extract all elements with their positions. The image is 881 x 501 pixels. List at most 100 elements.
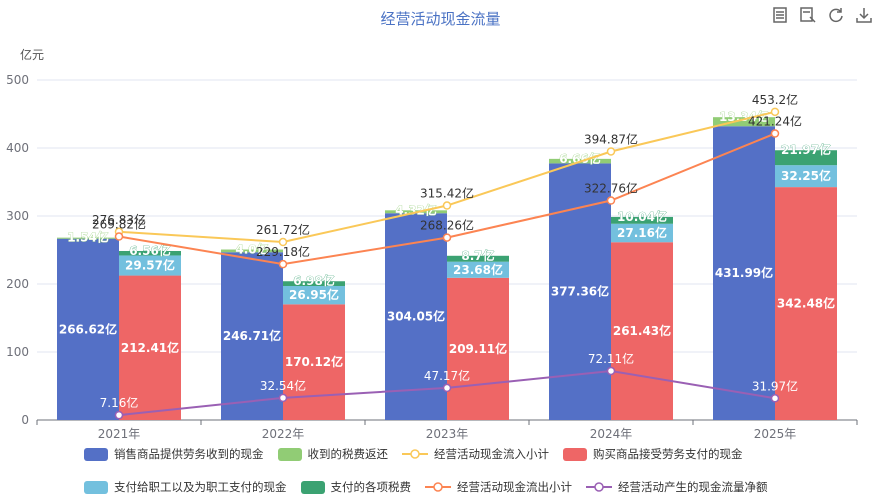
series-point-label: 47.17亿	[424, 368, 470, 383]
outflow-bar-label: 32.25亿	[781, 168, 831, 183]
series-point-label: 32.54亿	[260, 378, 306, 393]
outflow-bar	[447, 277, 509, 420]
inflow-bar-label: 304.05亿	[387, 309, 445, 324]
chart-title: 经营活动现金流量	[380, 10, 501, 28]
restore-icon[interactable]	[799, 6, 817, 24]
inflow-bar-label: 266.62亿	[59, 321, 117, 336]
outflow-bar	[119, 250, 181, 256]
inflow-bar-label: 431.99亿	[715, 265, 773, 280]
series-point-label: 7.16亿	[100, 395, 139, 410]
series-point	[770, 107, 780, 117]
series-point	[606, 366, 616, 376]
series-point	[278, 259, 288, 269]
outflow-bar-label: 212.41亿	[121, 340, 179, 355]
series-point	[770, 394, 780, 403]
series-point	[606, 147, 616, 156]
x-tick-label: 2024年	[590, 427, 633, 440]
outflow-bar-label: 6.98亿	[293, 273, 335, 288]
legend-label: 支付的各项税费	[330, 480, 412, 494]
outflow-bar	[775, 187, 837, 420]
x-tick-label: 2025年	[754, 427, 797, 440]
inflow-bar-label: 6.66亿	[559, 151, 601, 166]
series-point	[114, 410, 124, 420]
inflow-bar-label: 4.0亿	[235, 242, 268, 257]
outflow-bar	[447, 261, 509, 278]
series-point-label: 72.11亿	[588, 351, 634, 366]
legend-label: 经营活动产生的现金流量净额	[618, 480, 768, 494]
legend-row: 销售商品提供劳务收到的现金 收到的税费返还 经营活动现金流入小计 购买商品接受劳务支付…	[84, 446, 757, 462]
legend-item[interactable]: 购买商品接受劳务支付的现金	[563, 446, 743, 462]
series-point	[442, 383, 452, 393]
legend-swatch	[563, 447, 587, 461]
plot-area: 0 100 200 300 400 500 2021年 2022年 2023年 2024年 2025…	[6, 73, 858, 440]
legend-item[interactable]: 销售商品提供劳务收到的现金	[84, 446, 264, 462]
legend-item[interactable]: 经营活动产生的现金流量净额	[586, 479, 768, 495]
series-point-label: 229.18亿	[256, 244, 310, 259]
legend-item[interactable]: 支付的各项税费	[300, 479, 412, 495]
legend-swatch	[84, 447, 108, 461]
y-unit-label: 亿元	[20, 48, 45, 62]
series-point-label: 261.72亿	[256, 222, 310, 237]
download-icon[interactable]	[855, 6, 873, 24]
series-point	[442, 233, 452, 242]
chart-toolbar	[771, 6, 873, 24]
legend-label: 经营活动现金流入小计	[434, 447, 549, 461]
legend-label: 销售商品提供劳务收到的现金	[114, 447, 264, 461]
series-point	[770, 129, 780, 138]
inflow-bar	[57, 237, 119, 239]
refresh-icon[interactable]	[827, 6, 845, 24]
outflow-bar-label: 10.04亿	[617, 209, 667, 224]
legend-swatch	[84, 480, 108, 494]
outflow-bar-label: 170.12亿	[285, 354, 343, 369]
legend-item[interactable]: 收到的税费返还	[277, 446, 389, 462]
outflow-bar-label: 26.95亿	[289, 287, 339, 302]
legend-item[interactable]: 支付给职工以及为职工支付的现金	[84, 479, 287, 495]
inflow-bar-label: 1.54亿	[67, 230, 109, 245]
series-point	[606, 196, 616, 205]
inflow-bar	[713, 126, 775, 421]
legend-swatch	[425, 482, 451, 492]
outflow-bar-label: 27.16亿	[617, 225, 667, 240]
series-point	[278, 237, 288, 247]
inflow-bar-label: 13.34亿	[719, 109, 769, 124]
x-tick-label: 2022年	[262, 427, 305, 440]
y-tick-label: 300	[6, 209, 29, 223]
inflow-bar	[57, 238, 119, 420]
outflow-bar	[447, 255, 509, 262]
legend-label: 经营活动现金流出小计	[457, 480, 572, 494]
inflow-bar-label: 246.71亿	[223, 328, 281, 343]
inflow-bar	[385, 213, 447, 420]
legend-swatch	[300, 480, 325, 494]
inflow-bar-label: 377.36亿	[551, 284, 609, 299]
inflow-bar-label: 4.32亿	[395, 202, 437, 217]
outflow-bar-label: 21.97亿	[781, 142, 831, 157]
legend-label: 收到的税费返还	[307, 447, 389, 461]
outflow-bar	[119, 255, 181, 276]
outflow-bar	[611, 223, 673, 243]
outflow-bar-label: 261.43亿	[613, 323, 671, 338]
legend-swatch	[586, 482, 612, 492]
outflow-bar	[775, 165, 837, 188]
inflow-bar	[221, 249, 283, 253]
legend-item[interactable]: 经营活动现金流入小计	[402, 446, 549, 462]
legend-item[interactable]: 经营活动现金流出小计	[425, 479, 572, 495]
legend-swatch	[277, 447, 302, 461]
y-tick-label: 500	[6, 73, 29, 87]
outflow-bar	[283, 304, 345, 420]
y-tick-label: 200	[6, 277, 29, 291]
x-tick-label: 2023年	[426, 427, 469, 440]
outflow-bar	[611, 216, 673, 224]
inflow-bar	[713, 117, 775, 127]
series-point-label: 394.87亿	[584, 131, 638, 146]
series-point-label: 315.42亿	[420, 186, 474, 201]
data-view-icon[interactable]	[771, 6, 789, 24]
outflow-bar	[283, 281, 345, 286]
series-point-label: 421.24亿	[748, 114, 802, 129]
series-point	[114, 232, 124, 241]
outflow-bar	[775, 150, 837, 166]
series-point-label: 322.76亿	[584, 181, 638, 196]
outflow-bar	[119, 275, 181, 420]
outflow-bar-label: 209.11亿	[449, 341, 507, 356]
y-tick-label: 0	[21, 413, 29, 427]
